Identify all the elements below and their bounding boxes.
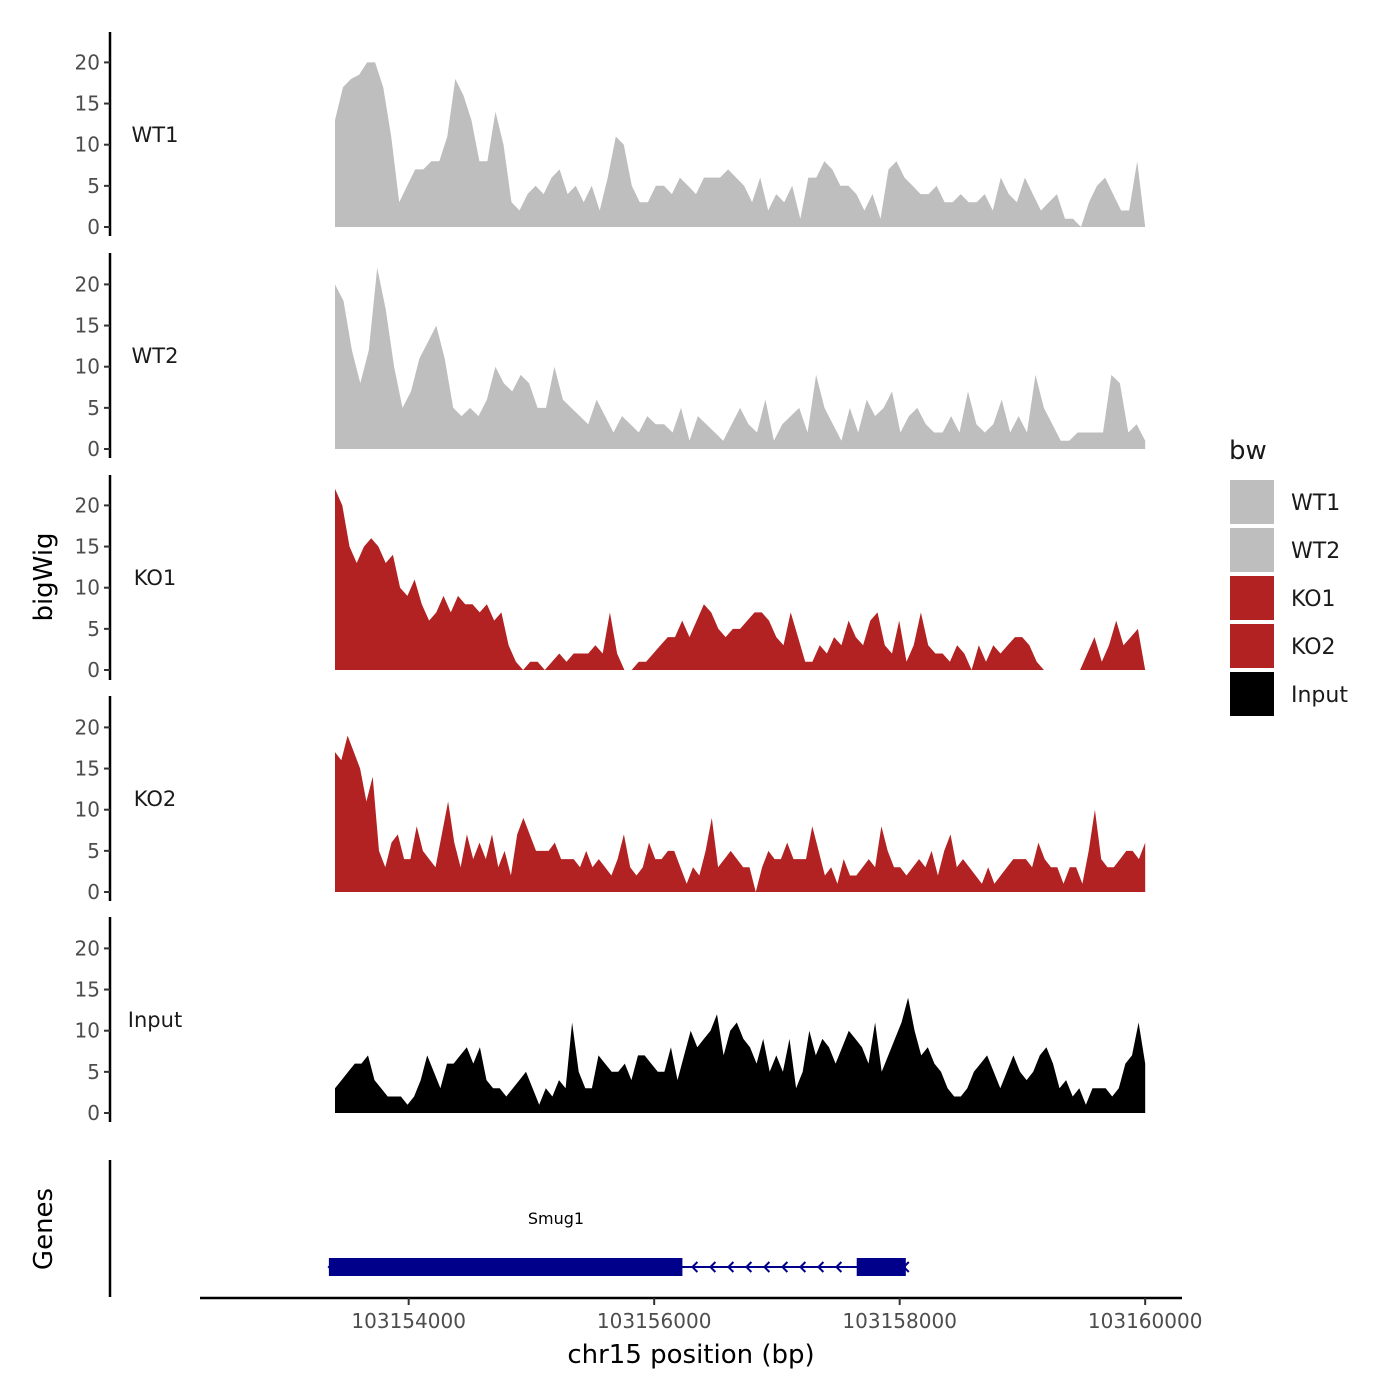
y-tick-label: 15 [75,92,100,116]
strand-arrow [834,1261,843,1273]
y-tick-label: 20 [75,50,100,74]
legend-key-input [1230,672,1274,716]
y-tick-label: 10 [75,798,100,822]
y-tick-label: 10 [75,1019,100,1043]
strand-arrow [816,1261,825,1273]
y-tick-label: 20 [75,493,100,517]
legend-key-wt1 [1230,480,1274,524]
strand-arrow [690,1261,699,1273]
gene-exon [328,1258,683,1276]
track-label-wt1: WT1 [132,123,179,147]
legend-key-wt2 [1230,528,1274,572]
track-ko2: 0 5 10 15 20 KO2 [75,696,1146,904]
y-tick-label: 5 [87,174,100,198]
y-tick-label: 10 [75,576,100,600]
genes-panel: Smug1 [108,1160,910,1297]
x-axis-title: chr15 position (bp) [567,1340,814,1370]
y-tick-label: 20 [75,715,100,739]
y-tick-label: 10 [75,133,100,157]
y-tick-label: 15 [75,757,100,781]
y-tick-label: 0 [87,215,100,239]
strand-arrow [744,1261,753,1273]
legend-key-ko1 [1230,576,1274,620]
track-label-input: Input [128,1008,182,1032]
strand-arrow [327,1261,335,1273]
area-ko2 [335,735,1146,892]
genes-panel-title: Genes [29,1188,59,1270]
area-ko1 [335,488,1146,670]
gene-label: Smug1 [528,1209,584,1228]
y-tick-label: 15 [75,978,100,1002]
track-wt2: 0 5 10 15 20 WT2 [75,253,1146,461]
area-input [335,997,1146,1113]
y-tick-label: 0 [87,437,100,461]
tracks-layer: 0 5 10 15 20 WT1 0 5 10 15 20 WT2 0 5 10 15 20 KO1 0 5 10 15 2… [75,32,1146,1125]
strand-arrow [902,1261,910,1273]
gene-marks: Smug1 [327,1209,910,1276]
y-tick-label: 20 [75,272,100,296]
x-tick-label: 103156000 [597,1309,712,1333]
legend-label-wt2: WT2 [1291,539,1340,564]
y-tick-label: 5 [87,1060,100,1084]
strand-arrow [726,1261,735,1273]
x-axis: 103154000 103156000 103158000 103160000 [200,1296,1203,1333]
y-tick-label: 10 [75,355,100,379]
y-tick-label: 0 [87,658,100,682]
y-axis-title: bigWig [29,532,59,621]
track-label-ko1: KO1 [134,566,177,590]
y-tick-label: 0 [87,1101,100,1125]
strand-arrow [798,1261,807,1273]
legend-label-input: Input [1291,683,1348,708]
track-label-wt2: WT2 [132,344,179,368]
track-label-ko2: KO2 [134,787,177,811]
y-tick-label: 5 [87,839,100,863]
x-tick-label: 103154000 [351,1309,466,1333]
y-tick-label: 5 [87,396,100,420]
strand-arrow [708,1261,717,1273]
y-tick-label: 0 [87,880,100,904]
y-tick-label: 15 [75,314,100,338]
legend-label-ko2: KO2 [1291,635,1336,660]
legend-label-ko1: KO1 [1291,587,1336,612]
x-tick-label: 103160000 [1088,1309,1203,1333]
gene-exon [856,1258,906,1276]
strand-arrow [780,1261,789,1273]
y-tick-label: 20 [75,936,100,960]
area-wt2 [335,267,1146,449]
legend-title: bw [1229,436,1267,466]
x-tick-label: 103158000 [842,1309,957,1333]
legend-key-ko2 [1230,624,1274,668]
legend-label-wt1: WT1 [1291,491,1340,516]
track-input: 0 5 10 15 20 Input [75,917,1146,1125]
y-tick-label: 5 [87,617,100,641]
strand-arrow [762,1261,771,1273]
y-tick-label: 15 [75,535,100,559]
area-wt1 [335,62,1146,228]
track-ko1: 0 5 10 15 20 KO1 [75,475,1146,682]
legend: bw WT1 WT2 KO1 KO2 Input [1229,436,1348,716]
track-wt1: 0 5 10 15 20 WT1 [75,32,1146,239]
